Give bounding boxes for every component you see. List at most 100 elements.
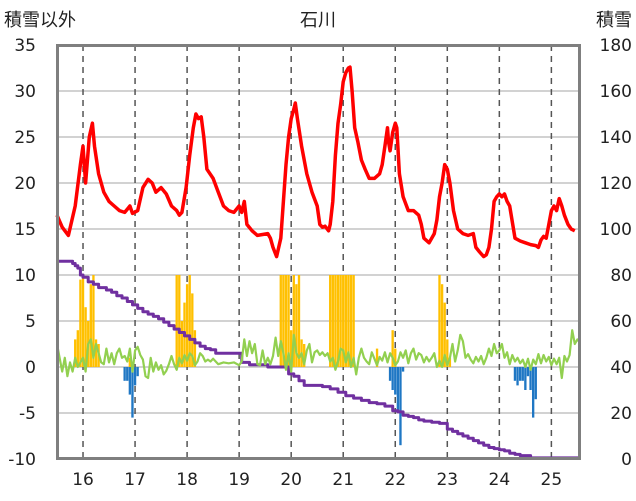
bar-snowfall — [331, 275, 334, 367]
right-tick-label: 80 — [610, 266, 632, 286]
x-tick-label: 19 — [228, 470, 250, 490]
right-tick-label: 120 — [600, 174, 632, 194]
bar-snow_change_negative — [518, 367, 522, 381]
bar-snow_change_negative — [399, 367, 402, 446]
x-tick-label: 21 — [332, 470, 354, 490]
bar-series — [74, 275, 537, 446]
bar-snow_change_negative — [133, 367, 137, 386]
left-axis-ticks: 35 30 25 20 15 10 5 0 -5 -10 — [8, 36, 36, 470]
bar-snow_change_negative — [396, 367, 400, 413]
right-tick-label: 160 — [600, 82, 632, 102]
bar-snow_change_negative — [126, 367, 129, 381]
x-tick-label: 22 — [384, 470, 406, 490]
bar-snow_change_negative — [534, 367, 537, 400]
bar-snowfall — [282, 275, 285, 367]
left-tick-label: 15 — [14, 220, 36, 240]
bar-snowfall — [295, 284, 298, 367]
bar-snowfall — [84, 307, 87, 367]
left-tick-label: 10 — [14, 266, 36, 286]
bar-snowfall — [94, 339, 98, 367]
bar-snowfall — [391, 330, 394, 367]
chart-title: 石川 — [300, 10, 336, 31]
bar-snowfall — [180, 321, 184, 367]
x-tick-label: 24 — [489, 470, 511, 490]
left-tick-label: 5 — [25, 312, 36, 332]
bar-snowfall — [375, 348, 379, 367]
bar-snowfall — [342, 275, 345, 367]
x-tick-label: 16 — [72, 470, 94, 490]
bar-snowfall — [297, 275, 301, 367]
left-axis-label: 積雪以外 — [4, 10, 76, 31]
x-tick-label: 18 — [176, 470, 198, 490]
bar-snow_change_negative — [524, 367, 527, 390]
bar-snowfall — [193, 330, 197, 367]
right-tick-label: 0 — [621, 450, 632, 470]
bar-snowfall — [446, 339, 449, 367]
bar-snowfall — [188, 275, 191, 367]
left-tick-label: -10 — [8, 450, 36, 470]
bar-snow_change_negative — [526, 367, 530, 377]
right-axis-label: 積雪 — [596, 10, 632, 31]
bar-snow_change_negative — [128, 367, 132, 395]
plot-frame — [56, 44, 581, 460]
bar-snow_change_negative — [513, 367, 517, 381]
bar-snowfall — [279, 275, 282, 367]
bar-snowfall — [303, 344, 306, 367]
line-series — [55, 65, 581, 460]
bar-snowfall — [79, 279, 82, 367]
left-tick-label: 30 — [14, 82, 36, 102]
bar-snowfall — [191, 293, 194, 367]
left-tick-label: 25 — [14, 128, 36, 148]
bar-snowfall — [438, 275, 441, 367]
line-snow_depth — [57, 259, 580, 460]
bar-snowfall — [329, 275, 332, 367]
bar-snow_change_negative — [391, 367, 394, 390]
right-tick-label: 140 — [600, 128, 632, 148]
bar-snow_change_negative — [516, 367, 519, 386]
x-tick-label: 23 — [436, 470, 458, 490]
right-axis-ticks: 180 160 140 120 100 80 60 40 20 0 — [600, 36, 632, 470]
left-tick-label: -5 — [19, 404, 36, 424]
x-tick-label: 20 — [280, 470, 302, 490]
bar-snowfall — [175, 275, 178, 367]
bar-snowfall — [292, 275, 295, 367]
bar-snow_change_negative — [531, 367, 535, 418]
bar-snowfall — [92, 275, 95, 367]
bar-snowfall — [349, 275, 353, 367]
line-temperature — [55, 65, 576, 259]
bar-snowfall — [347, 275, 350, 367]
left-tick-label: 20 — [14, 174, 36, 194]
bar-snow_change_negative — [401, 367, 405, 372]
bar-snowfall — [440, 284, 444, 367]
bar-snow_change_negative — [394, 367, 397, 395]
bar-snow_change_negative — [521, 367, 524, 381]
right-tick-label: 180 — [600, 36, 632, 56]
horizontal-gridlines — [57, 44, 580, 460]
right-tick-label: 60 — [610, 312, 632, 332]
bar-snowfall — [334, 275, 337, 367]
bar-snowfall — [448, 357, 452, 367]
x-axis-ticks: 16 17 18 19 20 21 22 23 24 25 — [72, 470, 562, 490]
line-wind — [55, 329, 581, 380]
bar-snowfall — [352, 275, 355, 367]
right-tick-label: 40 — [610, 358, 632, 378]
bar-snowfall — [76, 330, 79, 367]
bar-snowfall — [394, 348, 397, 367]
bar-snowfall — [290, 330, 293, 367]
right-tick-label: 100 — [600, 220, 632, 240]
bar-snowfall — [443, 302, 446, 367]
bar-snowfall — [178, 275, 181, 367]
bar-snowfall — [339, 275, 342, 367]
bar-snowfall — [81, 275, 85, 367]
bar-snow_change_negative — [388, 367, 392, 381]
bar-snow_change_negative — [123, 367, 126, 381]
bar-snowfall — [74, 339, 77, 367]
x-tick-label: 17 — [124, 470, 146, 490]
bar-snowfall — [284, 275, 288, 367]
bar-snowfall — [344, 275, 347, 367]
bar-snow_change_negative — [529, 367, 532, 390]
right-tick-label: 20 — [610, 404, 632, 424]
bar-snow_change_negative — [136, 367, 139, 377]
left-tick-label: 0 — [25, 358, 36, 378]
